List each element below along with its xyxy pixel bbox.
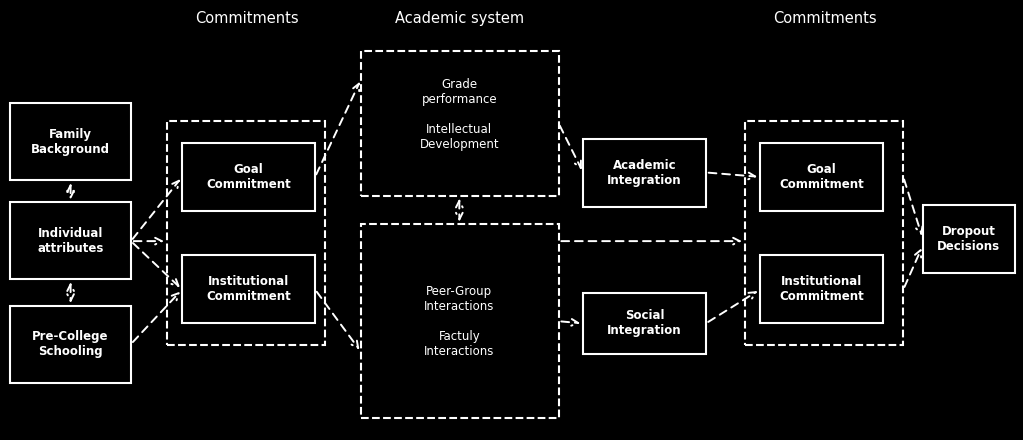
Bar bbox=[10, 306, 131, 383]
Text: Individual
attributes: Individual attributes bbox=[38, 227, 103, 255]
Text: Commitments: Commitments bbox=[194, 11, 299, 26]
Bar bbox=[760, 255, 883, 323]
Text: Family
Background: Family Background bbox=[31, 128, 110, 156]
Bar bbox=[760, 143, 883, 211]
Bar bbox=[361, 51, 559, 196]
Text: Commitments: Commitments bbox=[772, 11, 877, 26]
Text: Academic
Integration: Academic Integration bbox=[608, 159, 681, 187]
Text: Goal
Commitment: Goal Commitment bbox=[207, 163, 291, 191]
Bar bbox=[10, 202, 131, 279]
Bar bbox=[583, 293, 706, 354]
Text: Goal
Commitment: Goal Commitment bbox=[780, 163, 863, 191]
Bar bbox=[923, 205, 1015, 273]
Text: Peer-Group
Interactions

Factuly
Interactions: Peer-Group Interactions Factuly Interact… bbox=[425, 285, 494, 358]
Bar bbox=[182, 143, 315, 211]
Text: Grade
performance

Intellectual
Development: Grade performance Intellectual Developme… bbox=[419, 78, 499, 151]
Bar bbox=[583, 139, 706, 207]
Bar bbox=[10, 103, 131, 180]
Text: Academic system: Academic system bbox=[395, 11, 524, 26]
Bar bbox=[361, 224, 559, 418]
Bar bbox=[745, 121, 903, 345]
Bar bbox=[167, 121, 325, 345]
Text: Institutional
Commitment: Institutional Commitment bbox=[780, 275, 863, 303]
Text: Pre-College
Schooling: Pre-College Schooling bbox=[33, 330, 108, 358]
Text: Dropout
Decisions: Dropout Decisions bbox=[937, 225, 1000, 253]
Text: Social
Integration: Social Integration bbox=[608, 309, 681, 337]
Text: Institutional
Commitment: Institutional Commitment bbox=[207, 275, 291, 303]
Bar bbox=[182, 255, 315, 323]
